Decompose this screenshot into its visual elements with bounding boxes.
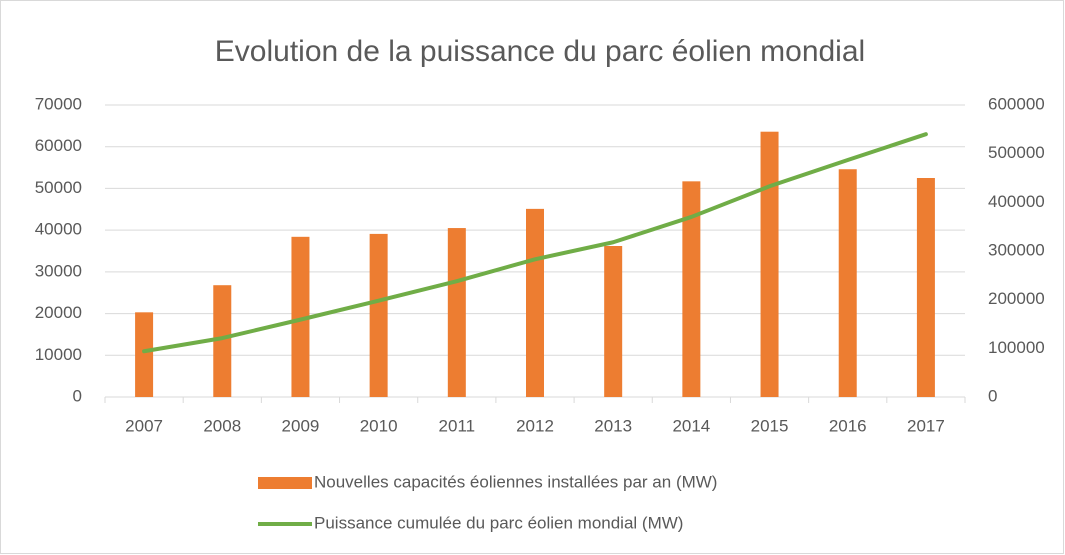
bar — [526, 208, 544, 397]
y-tick-label: 50000 — [35, 178, 82, 197]
x-tick-label: 2011 — [439, 416, 476, 435]
y-tick-label: 30000 — [35, 261, 82, 280]
bar — [604, 245, 623, 397]
x-tick-label: 2014 — [672, 416, 710, 435]
x-tick-label: 2010 — [360, 416, 398, 435]
y-tick-label: 70000 — [35, 94, 82, 113]
y-tick-label: 10000 — [35, 345, 82, 364]
bar — [213, 285, 232, 397]
x-tick-label: 2016 — [829, 416, 867, 435]
x-tick-label: 2012 — [516, 416, 554, 435]
bar — [369, 233, 388, 397]
bar — [916, 178, 935, 397]
legend-label: Puissance cumulée du parc éolien mondial… — [314, 513, 683, 532]
legend-swatch — [258, 477, 312, 489]
x-tick-label: 2008 — [203, 416, 241, 435]
bar — [447, 228, 466, 397]
y2-tick-label: 0 — [988, 386, 997, 405]
y2-tick-label: 300000 — [988, 240, 1045, 259]
x-tick-label: 2007 — [125, 416, 163, 435]
x-tick-label: 2009 — [282, 416, 320, 435]
bar — [682, 181, 701, 397]
bar — [760, 131, 779, 397]
y2-tick-label: 500000 — [988, 143, 1045, 162]
y-tick-label: 40000 — [35, 220, 82, 239]
chart-title: Evolution de la puissance du parc éolien… — [215, 35, 865, 68]
bar — [291, 236, 310, 397]
line — [142, 132, 928, 354]
legend-label: Nouvelles capacités éoliennes installées… — [314, 472, 717, 491]
y2-tick-label: 400000 — [988, 192, 1045, 211]
x-tick-label: 2017 — [907, 416, 945, 435]
bar — [135, 312, 154, 397]
x-tick-label: 2013 — [594, 416, 632, 435]
y2-tick-label: 600000 — [988, 94, 1045, 113]
bar — [838, 169, 857, 397]
y-tick-label: 0 — [73, 386, 82, 405]
y-tick-label: 20000 — [35, 303, 82, 322]
x-tick-label: 2015 — [751, 416, 789, 435]
y-tick-label: 60000 — [35, 136, 82, 155]
y2-tick-label: 200000 — [988, 289, 1045, 308]
y2-tick-label: 100000 — [988, 338, 1045, 357]
